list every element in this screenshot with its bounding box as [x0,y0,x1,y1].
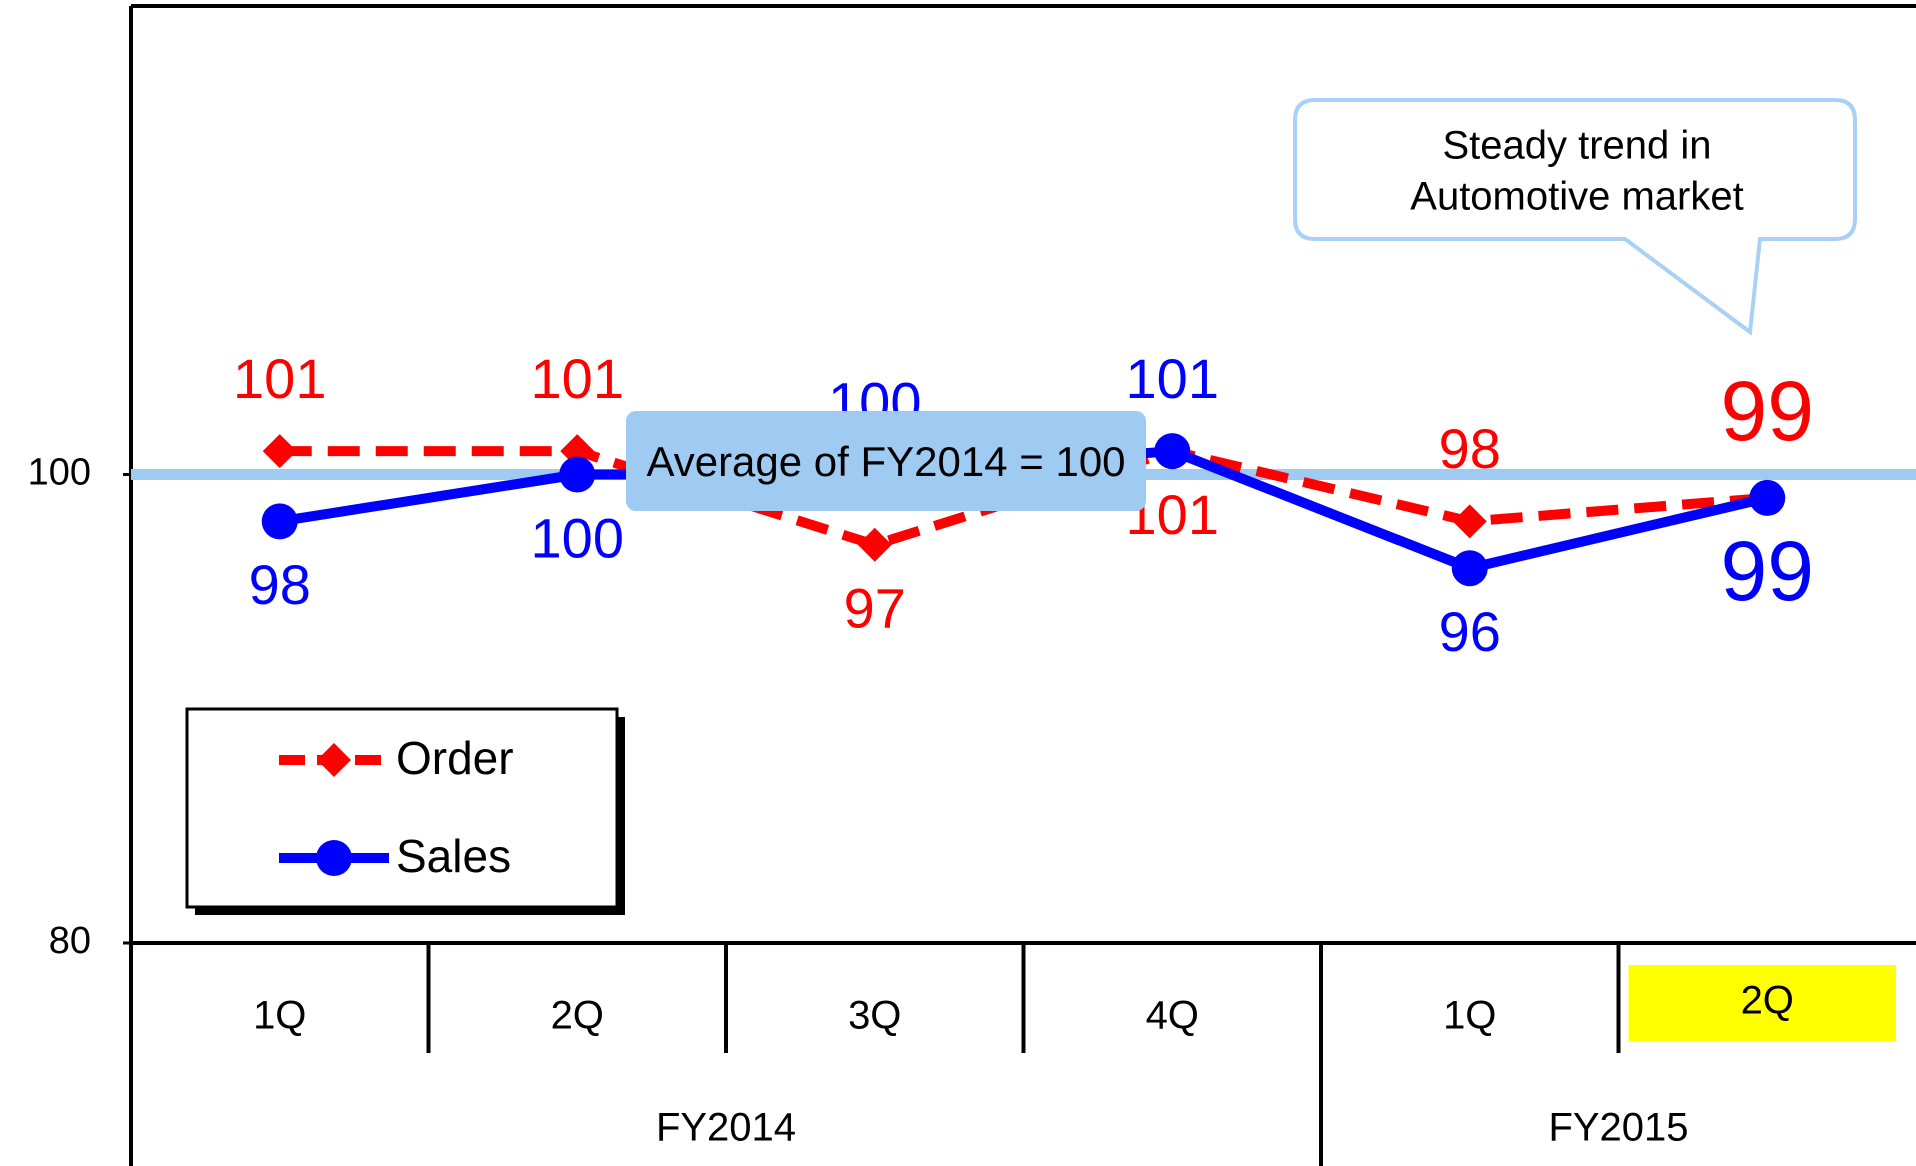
x-tick-label: 1Q [1443,994,1496,1038]
data-label: 101 [531,347,624,410]
data-label: 96 [1439,600,1501,663]
marker [1451,550,1488,587]
legend-marker [316,840,352,876]
data-label: 99 [1721,364,1814,458]
y-tick-label: 80 [49,920,91,962]
marker [262,434,297,469]
x-tick-label: 2Q [551,994,604,1038]
data-label: 100 [531,506,624,569]
reference-label: Average of FY2014 = 100 [646,438,1125,485]
highlight [1628,965,1896,1041]
data-label: 98 [1439,417,1501,480]
legend [185,707,619,909]
x-tick-label: 4Q [1146,994,1199,1038]
legend-label: Order [396,732,514,784]
callout-text: Automotive market [1410,175,1743,219]
marker [1452,504,1487,539]
group-label: FY2014 [656,1106,796,1150]
data-label: 99 [1721,524,1814,618]
callout-box [1293,98,1857,336]
callout-text: Steady trend in [1442,124,1711,168]
legend-label: Sales [396,830,511,882]
data-label: 98 [249,553,311,616]
x-tick-label: 2Q [1741,979,1794,1023]
marker [261,503,298,540]
legend-marker [317,743,351,777]
x-tick-label: 3Q [848,994,901,1038]
x-tick-label: 1Q [253,994,306,1038]
data-label: 101 [1126,347,1219,410]
reference-box [626,411,1146,511]
data-label: 97 [844,577,906,640]
marker [559,456,596,493]
y-tick-label: 100 [28,452,91,494]
group-label: FY2015 [1548,1106,1688,1150]
marker [857,527,892,562]
marker [1749,479,1786,516]
series-line [279,446,1768,550]
data-label: 101 [233,347,326,410]
marker [1154,433,1191,470]
